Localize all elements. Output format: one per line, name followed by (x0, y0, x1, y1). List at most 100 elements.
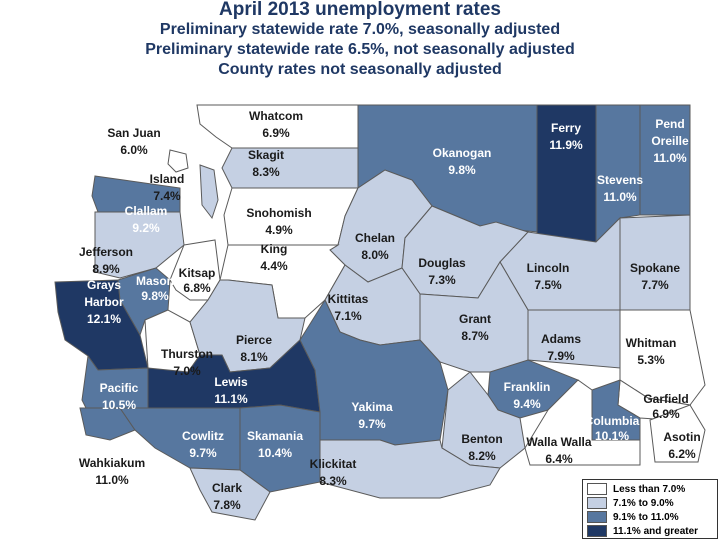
county-rate-whitman: 5.3% (637, 353, 665, 367)
county-name-okanogan: Okanogan (433, 146, 492, 160)
county-name-jefferson: Jefferson (79, 245, 133, 259)
county-stevens (595, 104, 641, 244)
county-name-grays-harbor: Grays (87, 278, 121, 292)
map-title: April 2013 unemployment rates (219, 0, 501, 20)
county-shapes (54, 104, 706, 521)
county-name-ferry: Ferry (551, 121, 581, 135)
county-walla-walla (524, 379, 641, 466)
county-rate-stevens: 11.0% (603, 190, 637, 204)
county-rate-jefferson: 8.9% (92, 262, 120, 276)
legend-swatch-cat2 (587, 497, 607, 509)
county-rate-whatcom: 6.9% (262, 126, 290, 140)
legend-swatch-cat3 (587, 511, 607, 523)
county-name-snohomish: Snohomish (246, 206, 311, 220)
county-rate-clark: 7.8% (213, 498, 241, 512)
county-rate-pend-oreille: 11.0% (653, 151, 687, 165)
county-name-asotin: Asotin (663, 430, 700, 444)
county-asotin (649, 404, 706, 463)
county-rate-garfield: 6.9% (652, 407, 680, 421)
county-name-whitman: Whitman (626, 336, 677, 350)
county-rate-walla-walla: 6.4% (545, 452, 573, 466)
county-rate-thurston: 7.0% (173, 364, 201, 378)
county-rate-columbia: 10.1% (595, 429, 629, 443)
county-skagit (221, 147, 359, 189)
county-rate-benton: 8.2% (468, 449, 496, 463)
county-name-whatcom: Whatcom (249, 109, 303, 123)
county-name-benton: Benton (461, 432, 502, 446)
county-rate-okanogan: 9.8% (448, 163, 476, 177)
county-rate-island: 7.4% (153, 189, 181, 203)
county-rate-clallam: 9.2% (132, 221, 160, 235)
county-name-mason: Mason (136, 274, 174, 288)
county-name-pierce: Pierce (236, 333, 272, 347)
county-rate-grays-harbor: 12.1% (87, 312, 121, 326)
county-name-chelan: Chelan (355, 231, 395, 245)
county-san-juan (167, 149, 189, 173)
county-rate-grant: 8.7% (461, 329, 489, 343)
county-rate-pacific: 10.5% (102, 398, 136, 412)
county-name-kittitas: Kittitas (328, 292, 369, 306)
county-klickitat (319, 439, 501, 499)
county-name-yakima: Yakima (351, 400, 393, 414)
county-name-stevens: Stevens (597, 173, 643, 187)
legend-label-cat2: 7.1% to 9.0% (613, 497, 674, 509)
county-rate-ferry: 11.9% (549, 138, 583, 152)
county-rate-wahkiakum: 11.0% (95, 473, 129, 487)
county-name-garfield: Garfield (643, 392, 688, 406)
county-name-cowlitz: Cowlitz (182, 429, 224, 443)
county-rate-san-juan: 6.0% (120, 143, 148, 157)
county-name-spokane: Spokane (630, 261, 680, 275)
county-rate-kittitas: 7.1% (334, 309, 362, 323)
subtitle-not-seasonally-adjusted: Preliminary statewide rate 6.5%, not sea… (145, 41, 575, 58)
title-block: April 2013 unemployment rates Preliminar… (0, 0, 720, 80)
legend-label-cat4: 11.1% and greater (613, 525, 699, 537)
county-rate-adams: 7.9% (547, 349, 575, 363)
county-rate-chelan: 8.0% (361, 248, 389, 262)
legend-label-cat3: 9.1% to 11.0% (613, 511, 679, 523)
county-name-king: King (261, 242, 288, 256)
county-kitsap (169, 239, 221, 301)
county-clark (189, 467, 271, 521)
county-name-island: Island (150, 172, 185, 186)
county-name-adams: Adams (541, 332, 581, 346)
county-name-grays-harbor: Harbor (84, 295, 124, 309)
county-name-pacific: Pacific (100, 381, 139, 395)
county-name-klickitat: Klickitat (310, 457, 357, 471)
county-name-skamania: Skamania (247, 429, 303, 443)
county-name-kitsap: Kitsap (179, 266, 216, 280)
county-name-douglas: Douglas (418, 256, 466, 270)
county-rate-skamania: 10.4% (258, 446, 292, 460)
legend-item-cat1: Less than 7.0% (587, 482, 713, 496)
legend: Less than 7.0% 7.1% to 9.0% 9.1% to 11.0… (582, 479, 718, 539)
county-name-wahkiakum: Wahkiakum (79, 456, 145, 470)
county-rate-snohomish: 4.9% (265, 223, 293, 237)
county-rate-cowlitz: 9.7% (189, 446, 217, 460)
county-rate-spokane: 7.7% (641, 278, 669, 292)
county-rate-king: 4.4% (260, 259, 288, 273)
county-name-walla-walla: Walla Walla (526, 435, 591, 449)
legend-swatch-cat1 (587, 483, 607, 495)
county-rate-asotin: 6.2% (668, 447, 696, 461)
county-rate-lincoln: 7.5% (534, 278, 562, 292)
county-name-columbia: Columbia (585, 414, 640, 428)
county-name-san-juan: San Juan (107, 126, 160, 140)
county-wahkiakum (79, 407, 136, 441)
county-island (199, 164, 219, 220)
county-name-skagit: Skagit (248, 148, 284, 162)
county-name-thurston: Thurston (161, 347, 213, 361)
county-rate-klickitat: 8.3% (319, 474, 347, 488)
county-name-franklin: Franklin (504, 380, 551, 394)
subtitle-seasonally-adjusted: Preliminary statewide rate 7.0%, seasona… (159, 21, 561, 38)
county-name-pend-oreille: Pend (655, 117, 684, 131)
legend-label-cat1: Less than 7.0% (613, 483, 686, 495)
county-name-lewis: Lewis (214, 375, 248, 389)
legend-swatch-cat4 (587, 525, 607, 537)
county-rate-lewis: 11.1% (214, 392, 248, 406)
county-rate-douglas: 7.3% (428, 273, 456, 287)
county-labels: Whatcom 6.9% San Juan 6.0% Skagit 8.3% Island 7… (79, 109, 701, 512)
county-rate-pierce: 8.1% (240, 350, 268, 364)
county-name-pend-oreille: Oreille (651, 134, 689, 148)
county-rate-skagit: 8.3% (252, 165, 280, 179)
county-rate-yakima: 9.7% (358, 417, 386, 431)
